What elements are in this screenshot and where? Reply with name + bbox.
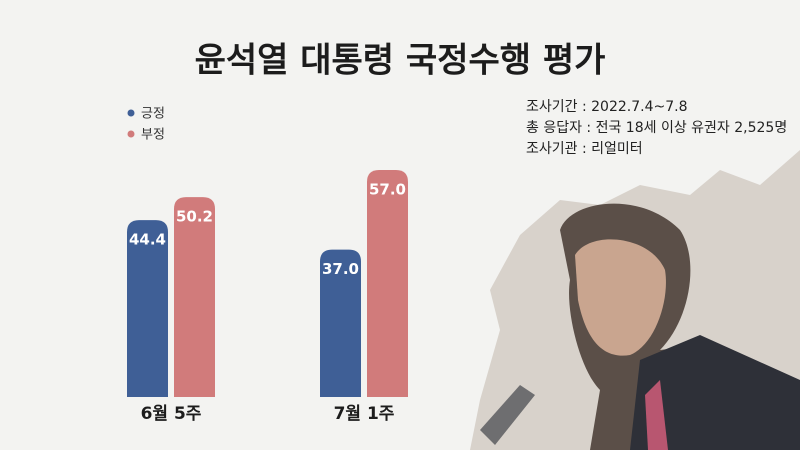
value-label: 57.0 bbox=[369, 181, 406, 199]
legend-marker bbox=[127, 130, 135, 138]
bar bbox=[127, 220, 168, 397]
x-tick-label: 6월 5주 bbox=[141, 404, 202, 424]
bar bbox=[174, 197, 215, 397]
survey-note: 조사기간 : 2022.7.4~7.8 bbox=[526, 99, 687, 115]
x-tick-label: 7월 1주 bbox=[334, 404, 395, 424]
photo-microphone bbox=[480, 385, 535, 445]
photo bbox=[470, 150, 800, 450]
value-label: 37.0 bbox=[322, 260, 359, 278]
bar bbox=[320, 249, 361, 397]
legend-label: 긍정 bbox=[141, 107, 165, 122]
survey-note: 총 응답자 : 전국 18세 이상 유권자 2,525명 bbox=[526, 120, 787, 136]
legend-label: 부정 bbox=[141, 128, 165, 143]
value-label: 50.2 bbox=[176, 208, 213, 226]
value-label: 44.4 bbox=[129, 231, 166, 249]
chart-title: 윤석열 대통령 국정수행 평가 bbox=[195, 41, 606, 81]
survey-note: 조사기관 : 리얼미터 bbox=[526, 141, 643, 157]
photo-face bbox=[575, 239, 666, 356]
photo-tie bbox=[645, 380, 668, 450]
photo-suit bbox=[630, 335, 800, 450]
legend-marker bbox=[127, 109, 135, 117]
bar bbox=[367, 170, 408, 397]
